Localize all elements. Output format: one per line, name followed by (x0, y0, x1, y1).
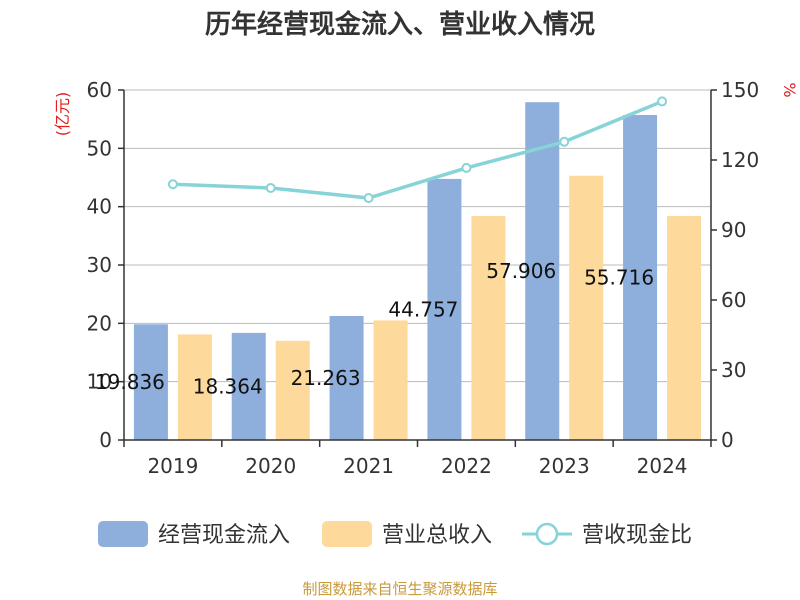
x-tick-label: 2023 (539, 454, 590, 478)
y-left-tick-label: 30 (87, 253, 112, 277)
y-left-tick-label: 60 (87, 78, 112, 102)
data-label: 44.757 (388, 297, 458, 321)
bar-series (133, 102, 702, 441)
x-tick-label: 2022 (441, 454, 492, 478)
bar-cash-inflow (231, 332, 266, 440)
bar-revenue (373, 320, 408, 440)
bar-cash-inflow (329, 315, 364, 440)
gridlines (124, 89, 711, 383)
line-point (559, 136, 570, 147)
line-point (461, 162, 472, 173)
line-point (167, 179, 178, 190)
data-labels: 19.836 18.364 21.263 44.757 57.906 55.716 (95, 259, 654, 398)
legend: 经营现金流入 营业总收入 营收现金比 (98, 521, 692, 548)
bar-revenue (471, 216, 506, 440)
y-right-tick-label: 120 (721, 148, 759, 172)
data-label: 19.836 (95, 370, 165, 394)
bar-cash-inflow (427, 178, 462, 441)
data-label: 21.263 (291, 366, 361, 390)
bar-revenue (177, 334, 212, 440)
bar-revenue (667, 216, 702, 440)
y-right-tick-label: 150 (721, 78, 759, 102)
data-label: 57.906 (486, 259, 556, 283)
y-left-tick-label: 20 (87, 311, 112, 335)
x-tick-label: 2024 (637, 454, 688, 478)
legend-label: 营收现金比 (582, 523, 692, 548)
y-left-tick-label: 40 (87, 195, 112, 219)
bar-revenue (569, 175, 604, 440)
y-right-tick-label: 60 (721, 288, 746, 312)
y-left-axis-label: (亿元) (53, 92, 72, 137)
axes: 0 10 20 30 40 50 60 0 30 60 90 120 150 2019 2020 2021 20… (53, 78, 799, 478)
y-right-tick-label: 90 (721, 218, 746, 242)
line-point (265, 183, 276, 193)
legend-label: 营业总收入 (382, 523, 492, 548)
bar-cash-inflow (525, 102, 560, 440)
bar-revenue (275, 340, 310, 440)
x-tick-label: 2020 (245, 454, 296, 478)
chart-title: 历年经营现金流入、营业收入情况 (204, 10, 595, 40)
source-note: 制图数据来自恒生聚源数据库 (302, 580, 498, 598)
bar-cash-inflow (623, 114, 658, 441)
line-cash-ratio (172, 99, 663, 200)
line-point (657, 96, 668, 107)
y-right-tick-label: 30 (721, 358, 746, 382)
y-right-tick-label: 0 (721, 428, 734, 452)
bar-cash-inflow (133, 324, 168, 440)
y-left-tick-label: 50 (87, 136, 112, 160)
line-point (363, 193, 374, 204)
data-label: 55.716 (584, 265, 654, 289)
legend-marker-icon (535, 522, 559, 546)
data-label: 18.364 (193, 374, 263, 398)
line-series (167, 96, 668, 204)
legend-swatch (322, 521, 372, 547)
x-tick-label: 2019 (147, 454, 198, 478)
y-left-tick-label: 10 (87, 370, 112, 394)
legend-label: 经营现金流入 (158, 523, 290, 548)
y-right-axis-label: % (780, 82, 799, 97)
legend-swatch (98, 521, 148, 547)
x-tick-label: 2021 (343, 454, 394, 478)
y-left-tick-label: 0 (99, 428, 112, 452)
